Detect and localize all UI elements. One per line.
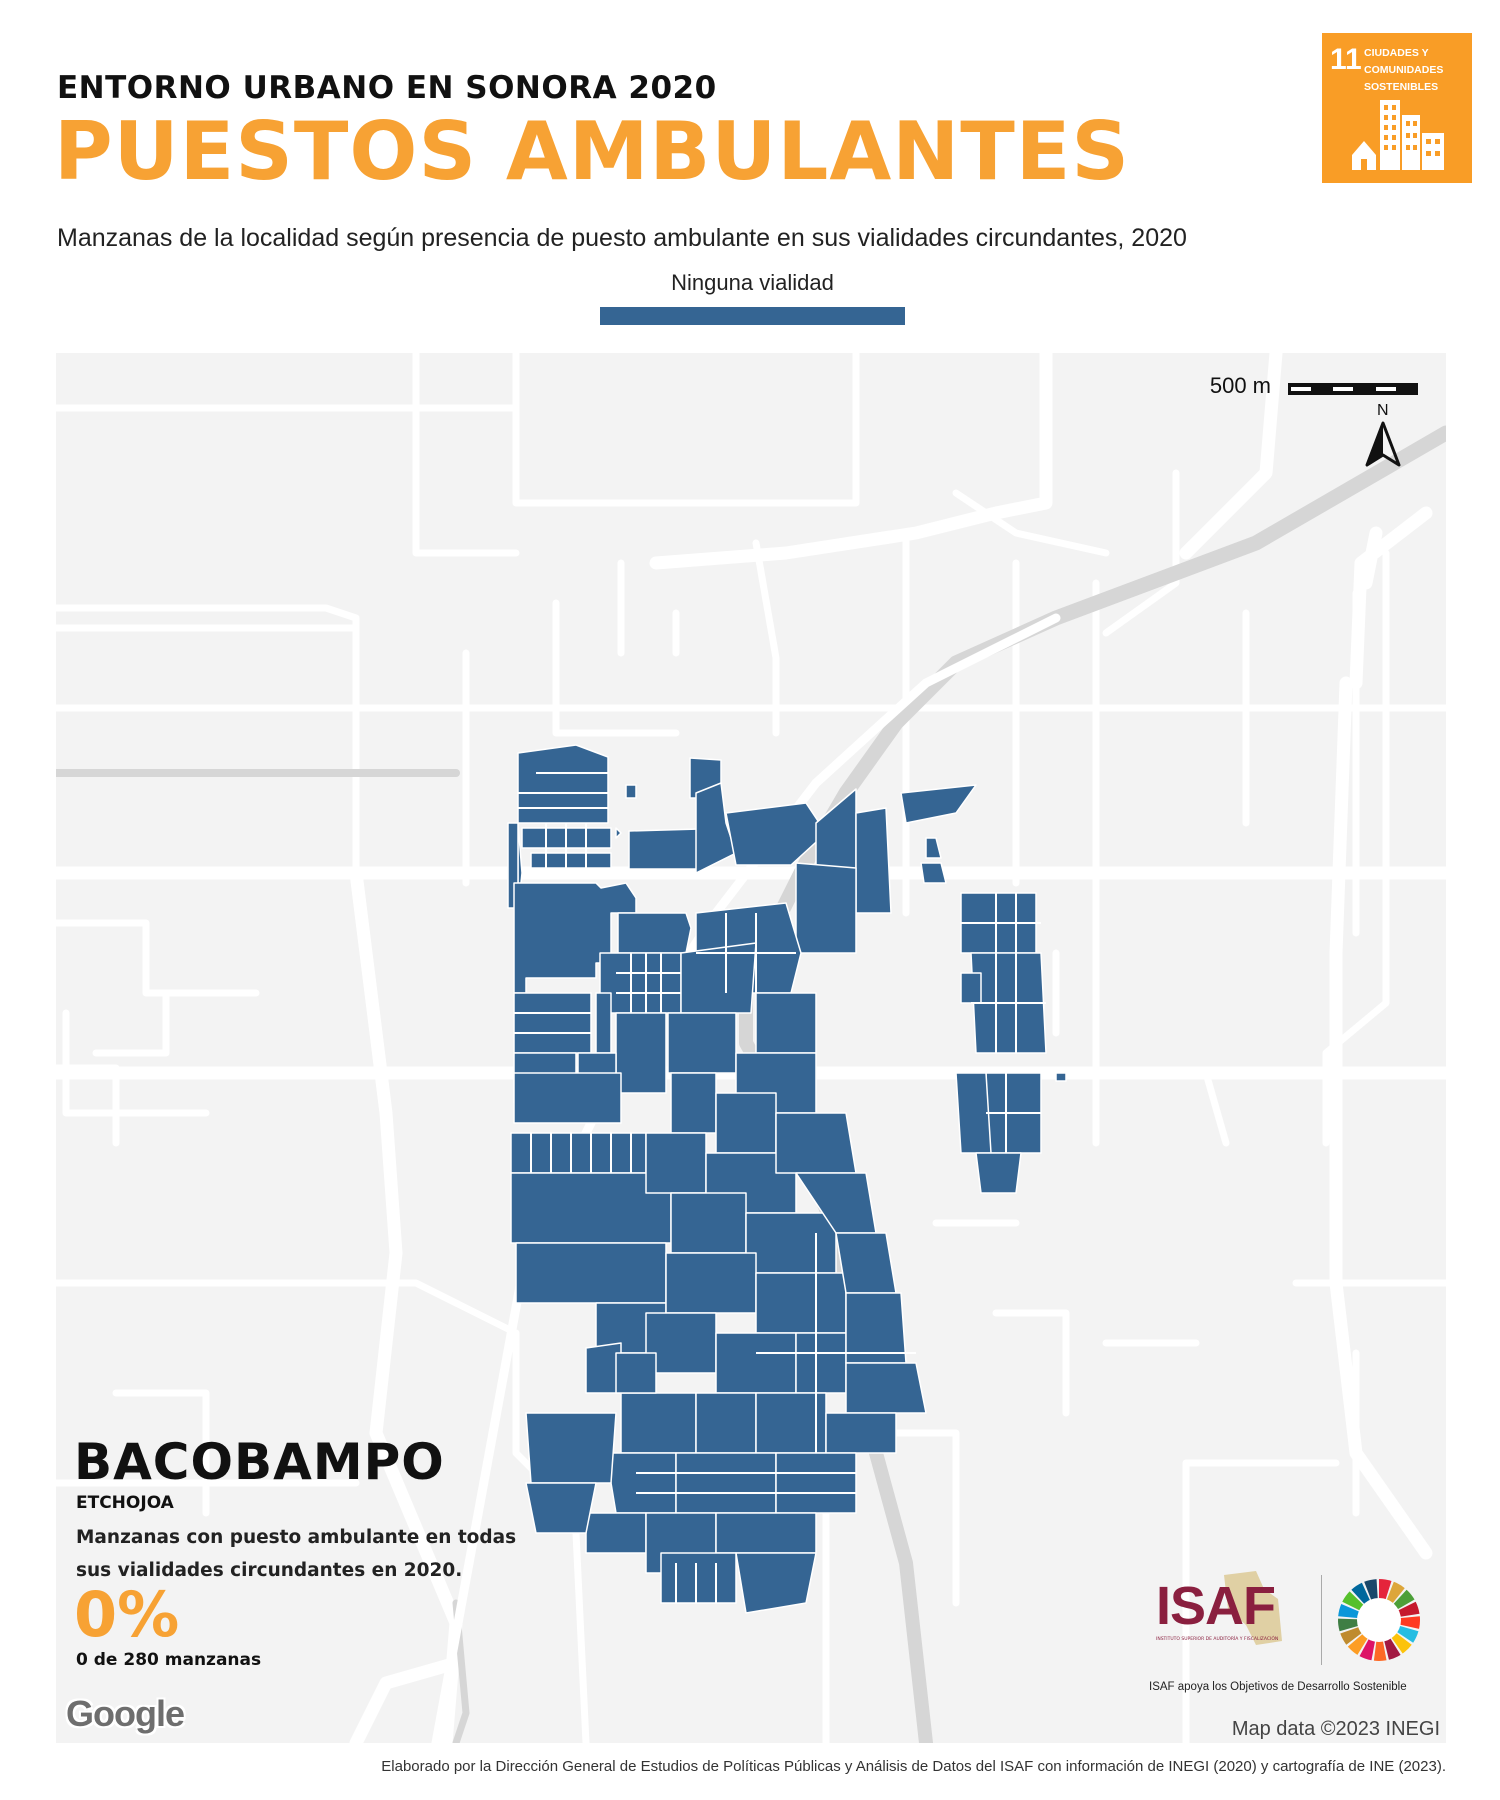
localidad-name: BACOBAMPO [74, 1433, 445, 1491]
kicker-title: ENTORNO URBANO EN SONORA 2020 [57, 70, 717, 106]
sdg-goal-text: CIUDADES Y COMUNIDADES SOSTENIBLES [1364, 47, 1444, 93]
scale-label: 500 m [1209, 373, 1271, 398]
sonora-map-icon [1224, 1571, 1282, 1645]
sdg-number: 11 [1330, 43, 1362, 76]
isaf-tagline: ISAF apoya los Objetivos de Desarrollo S… [1149, 1681, 1407, 1693]
stat-count: 0 de 280 manzanas [76, 1650, 262, 1670]
isaf-wordmark: ISAF [1156, 1576, 1276, 1636]
manzanas [507, 744, 1067, 1614]
map-panel[interactable]: 500 m N BACOBAMPO ETCHOJOA Manzanas con … [56, 353, 1446, 1743]
sdg-wheel-icon [1337, 1579, 1421, 1661]
page-title: PUESTOS AMBULANTES [54, 105, 1131, 198]
north-arrow: N [1358, 402, 1408, 467]
sdg-11-badge: 11 CIUDADES Y COMUNIDADES SOSTENIBLES [1322, 33, 1472, 183]
logo-divider [1321, 1575, 1322, 1665]
north-arrow-icon [1365, 421, 1401, 467]
north-label: N [1377, 402, 1389, 419]
stat-percent: 0% [74, 1578, 180, 1651]
footer-credits: Elaborado por la Dirección General de Es… [381, 1758, 1446, 1775]
map-attribution[interactable]: Map data ©2023 INEGI [1231, 1718, 1440, 1740]
municipio-name: ETCHOJOA [76, 1493, 174, 1513]
city-buildings-icon [1352, 100, 1444, 170]
google-logo: Google [66, 1693, 185, 1734]
base-map [56, 353, 1446, 1743]
block-separators [514, 772, 1046, 1603]
legend-label: Ninguna vialidad [671, 270, 834, 295]
scale-bar [1288, 383, 1418, 395]
legend-swatch [600, 307, 905, 325]
stat-description: Manzanas con puesto ambulante en todas s… [76, 1527, 517, 1581]
isaf-logo-group: ISAF INSTITUTO SUPERIOR DE AUDITORÍA Y F… [1156, 1571, 1421, 1685]
page-subtitle: Manzanas de la localidad según presencia… [57, 224, 1187, 252]
isaf-fullname: INSTITUTO SUPERIOR DE AUDITORÍA Y FISCAL… [1156, 1637, 1279, 1642]
